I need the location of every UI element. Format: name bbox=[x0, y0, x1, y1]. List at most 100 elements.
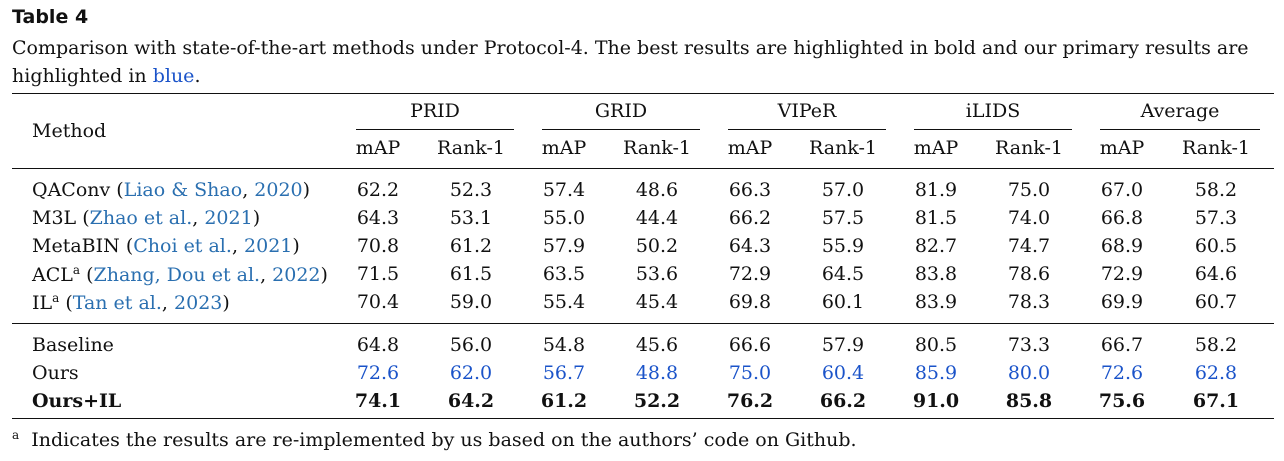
group-header-label: GRID bbox=[594, 100, 648, 122]
citation-paren: ( bbox=[65, 291, 73, 314]
table-cell: 59.0 bbox=[449, 291, 493, 313]
table-cell: 52.2 bbox=[633, 390, 681, 412]
subheader-rank-1: Rank-1 bbox=[437, 137, 505, 159]
subheader-map: mAP bbox=[727, 137, 773, 159]
group-header-prid: PRID bbox=[342, 94, 528, 130]
method-cell: Baseline bbox=[12, 331, 342, 359]
citation-sep: , bbox=[231, 235, 245, 257]
table-cell: 61.2 bbox=[449, 235, 493, 257]
subheader-rank-1: Rank-1 bbox=[995, 137, 1063, 159]
table-cell: 60.1 bbox=[821, 291, 865, 313]
method-cell: ILa (Tan et al., 2023) bbox=[12, 288, 342, 316]
table-cell: 81.9 bbox=[914, 179, 958, 201]
table-cell: 74.1 bbox=[354, 390, 402, 412]
group-underline bbox=[356, 129, 514, 130]
table-cell: 57.3 bbox=[1194, 207, 1238, 229]
table-cell: 66.3 bbox=[728, 179, 772, 201]
table-cell: 83.9 bbox=[914, 291, 958, 313]
table-cell: 78.3 bbox=[1007, 291, 1051, 313]
table-cell: 58.2 bbox=[1194, 179, 1238, 201]
table-cell: 74.7 bbox=[1007, 235, 1051, 257]
method-cell: QAConv (Liao & Shao, 2020) bbox=[12, 176, 342, 204]
table-cell: 83.8 bbox=[914, 263, 958, 285]
table-cell: 48.8 bbox=[635, 362, 679, 384]
method-name: Ours+IL bbox=[32, 390, 122, 412]
citation-paren: ( bbox=[82, 207, 90, 229]
subheader-map: mAP bbox=[541, 137, 587, 159]
subheader-map: mAP bbox=[355, 137, 401, 159]
table-cell: 91.0 bbox=[912, 390, 960, 412]
table-cell: 57.0 bbox=[821, 179, 865, 201]
citation-authors: Liao & Shao bbox=[123, 179, 243, 201]
table-cell: 80.0 bbox=[1007, 362, 1051, 384]
method-cell: M3L (Zhao et al., 2021) bbox=[12, 204, 342, 232]
table-cell: 48.6 bbox=[635, 179, 679, 201]
table-cell: 66.8 bbox=[1100, 207, 1144, 229]
table-cell: 75.6 bbox=[1098, 390, 1146, 412]
table-cell: 45.6 bbox=[635, 334, 679, 356]
footnote-mark: a bbox=[12, 428, 20, 442]
table-cell: 62.0 bbox=[449, 362, 493, 384]
table-row: Baseline 64.8 56.0 54.8 45.6 66.6 57.9 80.5 73.3… bbox=[12, 331, 1274, 359]
subheader-rank-1: Rank-1 bbox=[809, 137, 877, 159]
table-cell: 55.4 bbox=[542, 291, 586, 313]
citation-paren: ) bbox=[320, 263, 328, 286]
table-cell: 74.0 bbox=[1007, 207, 1051, 229]
method-name: M3L bbox=[32, 207, 77, 229]
table-cell: 80.5 bbox=[914, 334, 958, 356]
method-name: MetaBIN bbox=[32, 235, 120, 257]
group-header-ilids: iLIDS bbox=[900, 94, 1086, 130]
citation-sep: , bbox=[242, 179, 255, 201]
table-cell: 72.6 bbox=[356, 362, 400, 384]
citation-paren: ) bbox=[222, 291, 230, 314]
table-cell: 73.3 bbox=[1007, 334, 1051, 356]
table-cell: 66.2 bbox=[819, 390, 867, 412]
citation-authors: Zhao et al. bbox=[89, 207, 193, 229]
table-cell: 64.5 bbox=[821, 263, 865, 285]
table-cell: 82.7 bbox=[914, 235, 958, 257]
table-cell: 70.4 bbox=[356, 291, 400, 313]
table-cell: 67.0 bbox=[1100, 179, 1144, 201]
footnote-mark: a bbox=[52, 290, 60, 305]
table-cell: 61.2 bbox=[540, 390, 588, 412]
citation-year: 2023 bbox=[174, 291, 223, 314]
table-cell: 75.0 bbox=[1007, 179, 1051, 201]
table-cell: 70.8 bbox=[356, 235, 400, 257]
table-cell: 52.3 bbox=[449, 179, 493, 201]
citation-sep: , bbox=[260, 263, 273, 286]
caption-text-part1: Comparison with state-of-the-art methods… bbox=[12, 37, 1249, 87]
citation-sep: , bbox=[192, 207, 205, 229]
table-row: QAConv (Liao & Shao, 2020) 62.2 52.3 57.4 48… bbox=[12, 176, 1274, 204]
group-header-label: iLIDS bbox=[965, 100, 1021, 122]
table-cell: 44.4 bbox=[635, 207, 679, 229]
table-cell: 62.2 bbox=[356, 179, 400, 201]
citation-authors: Tan et al. bbox=[72, 291, 162, 314]
table-cell: 57.9 bbox=[542, 235, 586, 257]
citation-paren: ( bbox=[116, 179, 124, 201]
group-header-label: PRID bbox=[410, 100, 460, 122]
table-cell: 56.7 bbox=[542, 362, 586, 384]
table-cell: 72.6 bbox=[1100, 362, 1144, 384]
subheader-rank-1: Rank-1 bbox=[1182, 137, 1250, 159]
table-cell: 76.2 bbox=[726, 390, 774, 412]
group-underline bbox=[542, 129, 700, 130]
citation-year: 2021 bbox=[244, 235, 293, 257]
table-cell: 75.0 bbox=[728, 362, 772, 384]
group-header-viper: VIPeR bbox=[714, 94, 900, 130]
method-name: Ours bbox=[32, 362, 79, 384]
caption-text-part2: . bbox=[194, 65, 201, 87]
citation-paren: ) bbox=[302, 179, 311, 201]
table-cell: 69.9 bbox=[1100, 291, 1144, 313]
method-cell: Ours bbox=[12, 359, 342, 387]
table-cell: 81.5 bbox=[914, 207, 958, 229]
table-cell: 67.1 bbox=[1192, 390, 1240, 412]
method-cell: ACLa (Zhang, Dou et al., 2022) bbox=[12, 260, 342, 288]
group-header-grid: GRID bbox=[528, 94, 714, 130]
table-cell: 64.8 bbox=[356, 334, 400, 356]
method-name: Baseline bbox=[32, 334, 114, 356]
table-cell: 53.6 bbox=[635, 263, 679, 285]
footnote: a Indicates the results are re-implement… bbox=[12, 428, 857, 451]
comparison-table: Method PRID GRID VIPeR iLIDS Average mAP Rank… bbox=[12, 93, 1274, 419]
table-cell: 72.9 bbox=[1100, 263, 1144, 285]
